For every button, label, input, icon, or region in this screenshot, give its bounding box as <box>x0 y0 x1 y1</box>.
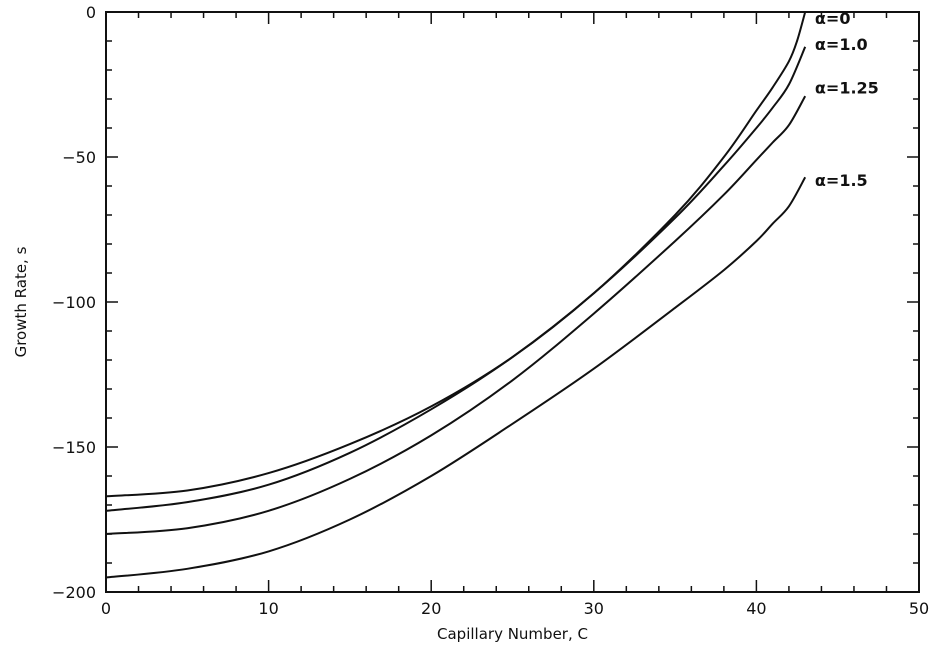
plot-frame <box>105 11 920 593</box>
y-tick-label: −100 <box>52 293 96 312</box>
y-tick-label: 0 <box>86 3 96 22</box>
series-curves <box>105 11 807 579</box>
x-tick-label: 50 <box>909 599 929 618</box>
series-line-0 <box>105 11 807 498</box>
series-line-1 <box>105 46 807 512</box>
series-labels: α=0 α=1.0 α=1.25 α=1.5 <box>815 9 879 190</box>
series-label-3: α=1.5 <box>815 171 868 190</box>
series-line-2 <box>105 95 807 535</box>
x-tick-label: 10 <box>258 599 278 618</box>
y-tick-label: −150 <box>52 438 96 457</box>
x-tick-label: 40 <box>746 599 766 618</box>
x-tick-label: 30 <box>584 599 604 618</box>
axis-ticks <box>105 11 920 593</box>
series-label-1: α=1.0 <box>815 35 868 54</box>
series-label-0: α=0 <box>815 9 851 28</box>
y-tick-label: −50 <box>62 148 96 167</box>
series-line-3 <box>105 176 807 579</box>
x-tick-label: 0 <box>101 599 111 618</box>
x-axis-label: Capillary Number, C <box>437 625 588 643</box>
tick-labels: 0 10 20 30 40 50 0 −50 −100 −150 −200 <box>52 3 929 618</box>
series-label-2: α=1.25 <box>815 78 879 97</box>
y-tick-label: −200 <box>52 583 96 602</box>
y-axis-label: Growth Rate, s <box>12 246 30 357</box>
x-tick-label: 20 <box>421 599 441 618</box>
